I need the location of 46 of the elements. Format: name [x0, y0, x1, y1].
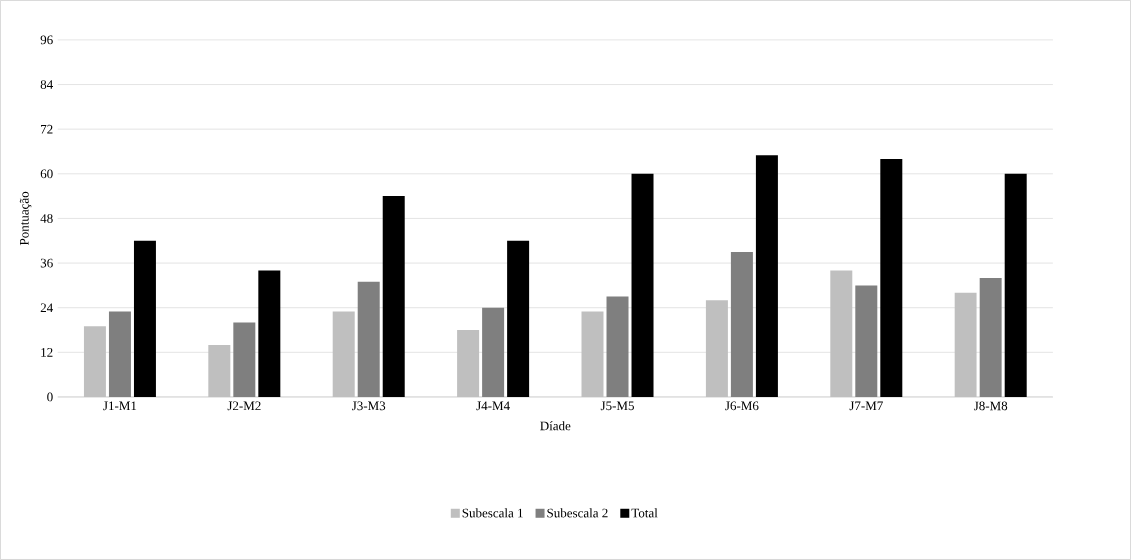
- bar: [83, 326, 106, 398]
- bar: [208, 344, 231, 398]
- bar: [108, 311, 131, 398]
- bar: [730, 251, 753, 398]
- bar: [631, 173, 654, 398]
- bar: [233, 322, 256, 398]
- bar: [880, 158, 903, 398]
- y-tick-label: 84: [40, 80, 53, 89]
- x-tick-label: J2-M2: [227, 401, 261, 411]
- bar: [1004, 173, 1027, 398]
- y-tick-label: 36: [40, 258, 53, 268]
- bar: [507, 240, 530, 398]
- bar: [133, 240, 156, 398]
- y-axis-title: Pontuação: [19, 191, 32, 246]
- bar: [482, 307, 505, 398]
- y-tick-label: 12: [41, 348, 53, 357]
- x-tick-label: J4-M4: [476, 401, 510, 411]
- y-tick-label: 0: [47, 392, 53, 402]
- x-tick-label: J6-M6: [725, 401, 759, 411]
- y-tick-label: 96: [40, 35, 53, 45]
- y-tick-label: 72: [41, 124, 53, 134]
- bar: [830, 270, 853, 398]
- x-tick-label: J8-M8: [973, 401, 1008, 411]
- bar: [332, 311, 355, 398]
- x-tick-label: J5-M5: [600, 401, 634, 411]
- x-tick-label: J3-M3: [352, 401, 386, 411]
- bar: [755, 155, 778, 398]
- legend-label: Total: [631, 508, 658, 518]
- y-tick-label: 24: [40, 303, 53, 313]
- y-tick-label: 60: [40, 169, 53, 179]
- bar: [979, 277, 1002, 398]
- bar: [606, 296, 629, 398]
- bar: [954, 292, 977, 398]
- bar: [457, 330, 480, 398]
- bar: [855, 285, 878, 398]
- bar: [581, 311, 604, 398]
- bar: [382, 196, 405, 398]
- legend-label: Subescala 1: [462, 508, 523, 518]
- bar: [705, 300, 728, 398]
- x-tick-label: J1-M1: [103, 401, 137, 411]
- legend-label: Subescala 2: [547, 508, 608, 518]
- bar: [357, 281, 380, 398]
- x-axis-title: Díade: [540, 421, 571, 431]
- bar: [258, 270, 281, 398]
- y-tick-label: 48: [40, 214, 53, 223]
- x-tick-label: J7-M7: [849, 401, 883, 411]
